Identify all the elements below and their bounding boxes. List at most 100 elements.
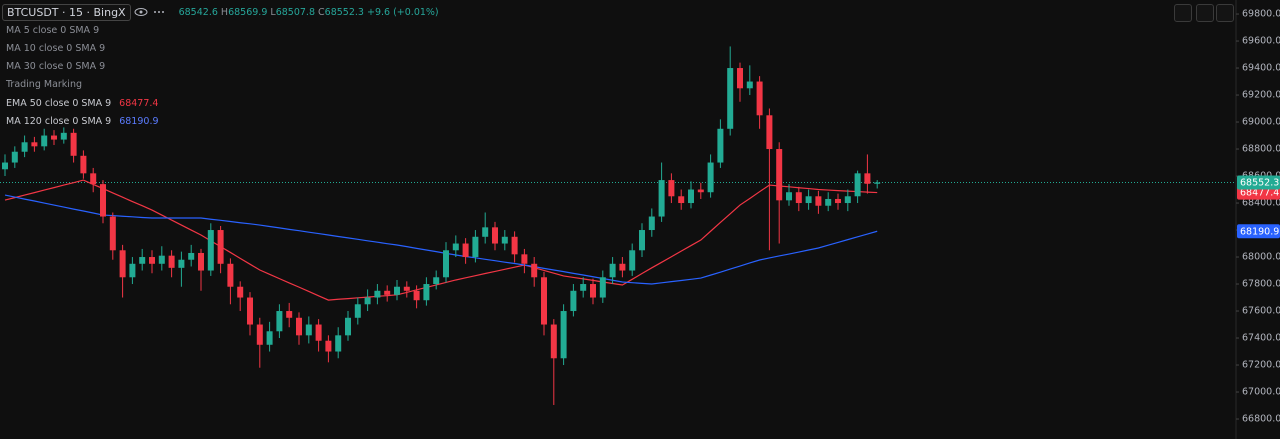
y-tick-label: 67200.0 (1242, 360, 1280, 371)
indicator-legend[interactable]: MA 10 close 0 SMA 9 (6, 43, 105, 54)
candle-body (149, 257, 155, 264)
candle-body (531, 263, 538, 278)
y-tick-label: 68000.0 (1242, 252, 1280, 263)
candle-body (423, 284, 430, 301)
header-icons[interactable] (131, 5, 175, 19)
candle-body (688, 189, 694, 204)
key: C (318, 6, 325, 18)
candle-body (727, 68, 734, 129)
indicator-legend[interactable]: MA 5 close 0 SMA 9 (6, 25, 99, 36)
fullscreen-button[interactable] (1216, 4, 1234, 22)
candle-body (501, 236, 508, 244)
candle-body (472, 236, 479, 258)
candle-body (256, 324, 263, 345)
candle-body (247, 297, 253, 325)
candle-body (276, 311, 283, 332)
candle-body (70, 132, 77, 156)
dot (161, 11, 164, 13)
candle-body (443, 250, 449, 278)
last-price-tag-bg (1237, 175, 1280, 190)
candle-body (384, 290, 391, 295)
collapse-button[interactable] (1196, 4, 1214, 22)
candle-body (374, 290, 381, 298)
indicator-name: MA 120 close 0 SMA 9 (6, 116, 112, 127)
candle-body (570, 290, 577, 312)
indicator-legend[interactable]: MA 30 close 0 SMA 9 (6, 61, 105, 72)
candle-body (658, 180, 665, 217)
candle-body (864, 173, 871, 184)
candle-body (678, 196, 685, 204)
candle-body (707, 162, 714, 193)
candle-body (315, 324, 322, 341)
candle-body (266, 331, 273, 345)
candle-body (286, 311, 293, 318)
ma-price-tag-bg (1237, 224, 1280, 239)
candle-body (815, 196, 822, 206)
candle-body (541, 277, 547, 325)
close-value: 68552.3 (324, 6, 364, 18)
indicator-legend[interactable]: MA 120 close 0 SMA 9 68190.9 (6, 116, 159, 127)
indicator-legend[interactable]: Trading Marking (6, 79, 82, 90)
dot (157, 11, 160, 13)
y-tick-label: 69400.0 (1242, 63, 1280, 74)
y-tick-label: 69800.0 (1242, 9, 1280, 20)
indicator-name: MA 5 close 0 SMA 9 (6, 25, 100, 36)
key: L (270, 6, 276, 18)
candle-body (51, 135, 57, 140)
header: BTCUSDT · 15 · BingX 68542.6 H68569.9 L6… (2, 3, 439, 21)
candle-body (403, 286, 410, 291)
scroll-button[interactable] (1174, 4, 1192, 22)
candle-body (648, 216, 655, 231)
ohlc: 68542.6 H68569.9 L68507.8 C68552.3 +9.6 … (179, 7, 439, 18)
candle-body (874, 182, 881, 184)
candle-body (198, 252, 204, 271)
indicator-name: EMA 50 close 0 SMA 9 (6, 98, 112, 109)
candle-body (80, 155, 87, 174)
candle-body (737, 68, 743, 89)
candle-body (305, 324, 312, 336)
open-value: 68542.6 (178, 6, 218, 18)
y-tick-label: 68800.0 (1242, 144, 1280, 155)
y-tick-label: 67000.0 (1242, 387, 1280, 398)
eye-pupil (139, 10, 143, 14)
candle-body (335, 335, 342, 352)
candle-body (41, 135, 48, 147)
candle-body (550, 324, 557, 359)
candle-body (2, 162, 8, 170)
y-tick-label: 66800.0 (1242, 414, 1280, 425)
eye-icon[interactable] (134, 8, 148, 16)
candle-body (158, 255, 165, 264)
candle-body (825, 198, 832, 206)
y-tick-label: 69600.0 (1242, 36, 1280, 47)
candle-body (482, 227, 489, 237)
candle-body (786, 192, 792, 201)
candle-body (560, 311, 567, 359)
symbol[interactable]: BTCUSDT · 15 · BingX (2, 3, 131, 21)
candle-body (580, 284, 587, 291)
candle-body (433, 277, 440, 285)
indicator-legend[interactable]: EMA 50 close 0 SMA 9 68477.4 (6, 98, 158, 109)
candle-body (619, 263, 626, 271)
candle-body (364, 297, 371, 305)
candle-body (21, 142, 28, 152)
candle-body (237, 286, 244, 298)
candle-body (168, 255, 175, 268)
candle-body (854, 173, 861, 197)
candle-body (776, 149, 783, 201)
y-tick-label: 67600.0 (1242, 306, 1280, 317)
candle-body (756, 81, 763, 116)
indicator-value: 68477.4 (119, 98, 159, 109)
candle-body (639, 230, 645, 251)
candle-body (129, 263, 136, 278)
candle-body (746, 81, 753, 89)
last-price-tag: 68552.3 (1240, 177, 1279, 188)
candle-body (462, 243, 469, 258)
candle-body (325, 340, 332, 352)
key: H (220, 6, 229, 18)
candle-body (178, 259, 185, 268)
candle-body (217, 230, 224, 264)
candle-body (590, 284, 596, 298)
change: +9.6 (+0.01%) (367, 6, 439, 18)
low-value: 68507.8 (275, 6, 315, 18)
indicator-name: MA 30 close 0 SMA 9 (6, 61, 106, 72)
